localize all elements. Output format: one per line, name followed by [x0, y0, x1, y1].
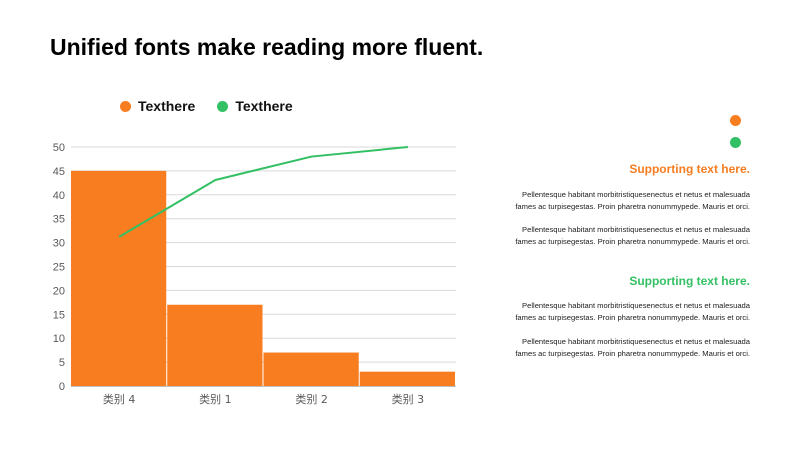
supporting-paragraph-1b: Pellentesque habitant morbitristiquesene… [515, 225, 750, 246]
y-tick-label: 20 [53, 285, 65, 297]
legend-item-bars: Texthere [120, 98, 195, 114]
legend-swatch-orange-icon [120, 100, 131, 112]
line-series [118, 146, 408, 238]
legend-item-line: Texthere [217, 98, 293, 114]
y-tick-label: 15 [53, 309, 65, 321]
y-tick-label: 5 [59, 357, 65, 369]
legend-swatch-green-icon [217, 100, 229, 112]
y-tick-label: 45 [53, 166, 65, 178]
orange-dot-icon [730, 115, 741, 126]
legend-label-bars: Texthere [138, 98, 196, 114]
chart-legend: Texthere Texthere [120, 97, 315, 115]
supporting-heading-1: Supporting text here. [629, 162, 750, 176]
legend-label-line: Texthere [235, 98, 293, 114]
supporting-paragraph-2b: Pellentesque habitant morbitristiquesene… [515, 337, 750, 358]
x-tick-label: 类别 3 [392, 392, 425, 406]
y-tick-label: 0 [59, 381, 65, 393]
bar-line-chart: 0 5 10 15 20 25 30 35 40 45 50 类别 4 类别 1 类别 2 类别 3 [53, 142, 456, 406]
supporting-heading-2: Supporting text here. [629, 274, 750, 288]
bar [71, 170, 167, 386]
supporting-paragraph-2a: Pellentesque habitant morbitristiquesene… [515, 301, 750, 322]
y-tick-label: 25 [53, 262, 65, 274]
x-tick-label: 类别 2 [295, 392, 328, 406]
bar [263, 352, 359, 386]
y-tick-label: 10 [53, 333, 65, 345]
bar [167, 304, 263, 386]
y-tick-label: 50 [53, 142, 65, 154]
y-tick-label: 40 [53, 190, 65, 202]
supporting-paragraph-1a: Pellentesque habitant morbitristiquesene… [515, 190, 750, 211]
page-title: Unified fonts make reading more fluent. [50, 34, 484, 60]
x-tick-label: 类别 1 [199, 392, 232, 406]
x-tick-label: 类别 4 [103, 392, 136, 406]
bar [359, 371, 455, 386]
green-dot-icon [730, 137, 741, 148]
y-tick-label: 35 [53, 214, 65, 226]
y-tick-label: 30 [53, 238, 65, 250]
